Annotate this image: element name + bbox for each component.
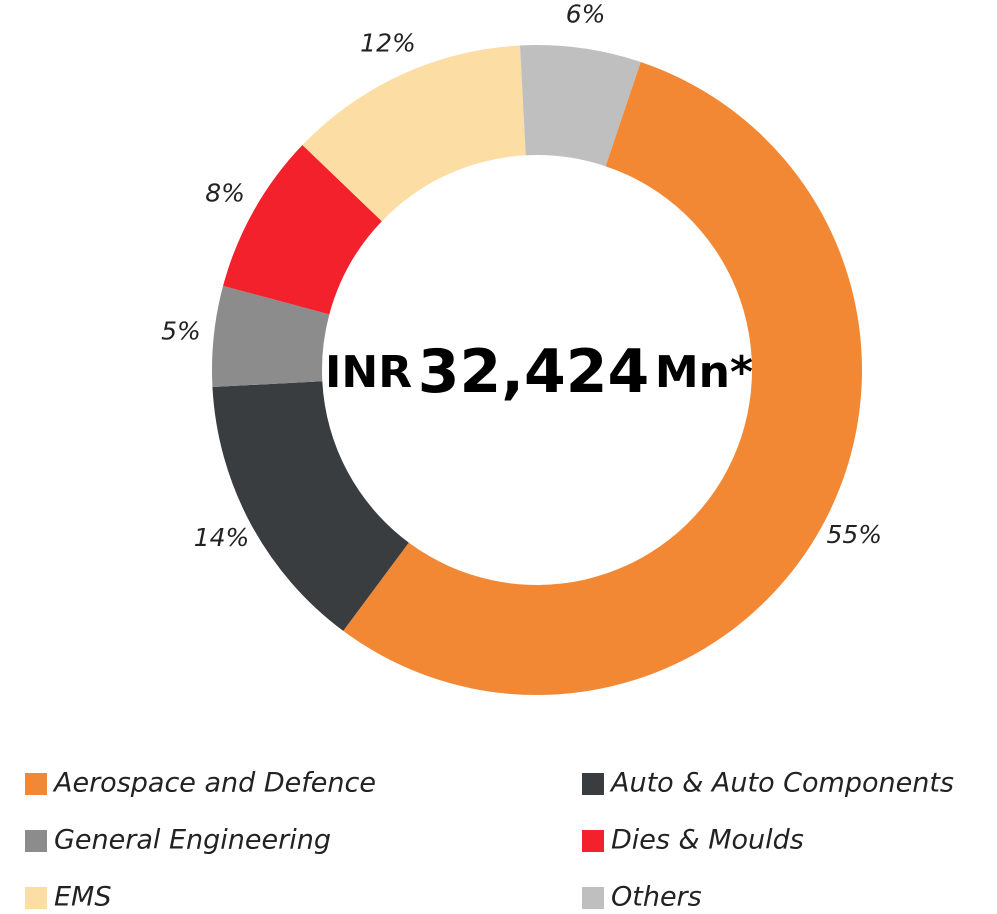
legend-swatch xyxy=(582,887,604,909)
donut-slice xyxy=(212,381,409,631)
donut-slice xyxy=(519,44,641,167)
legend-label: Others xyxy=(611,882,702,913)
donut-slice xyxy=(302,45,526,222)
legend-swatch xyxy=(582,773,604,795)
value-label: 5% xyxy=(161,317,201,346)
center-label: INR 32,424 Mn* xyxy=(325,337,753,407)
donut-slice xyxy=(223,145,382,315)
legend-label: Dies & Moulds xyxy=(611,825,804,856)
center-prefix: INR xyxy=(325,347,412,398)
legend-label: Aerospace and Defence xyxy=(52,768,376,799)
legend-swatch xyxy=(582,830,604,852)
legend-swatch xyxy=(25,887,47,909)
value-label: 8% xyxy=(205,178,245,207)
center-value: 32,424 xyxy=(418,337,650,407)
value-label: 6% xyxy=(566,0,606,28)
legend-label: Auto & Auto Components xyxy=(609,768,954,799)
legend-label: EMS xyxy=(54,882,112,913)
center-suffix: Mn* xyxy=(655,347,753,398)
value-label: 55% xyxy=(826,520,882,549)
donut-slice xyxy=(343,61,862,695)
legend-swatch xyxy=(25,773,47,795)
donut-slice xyxy=(212,285,330,388)
legend-label: General Engineering xyxy=(54,825,331,856)
value-label: 14% xyxy=(194,523,250,552)
value-label: 12% xyxy=(360,28,416,57)
legend-swatch xyxy=(25,830,47,852)
